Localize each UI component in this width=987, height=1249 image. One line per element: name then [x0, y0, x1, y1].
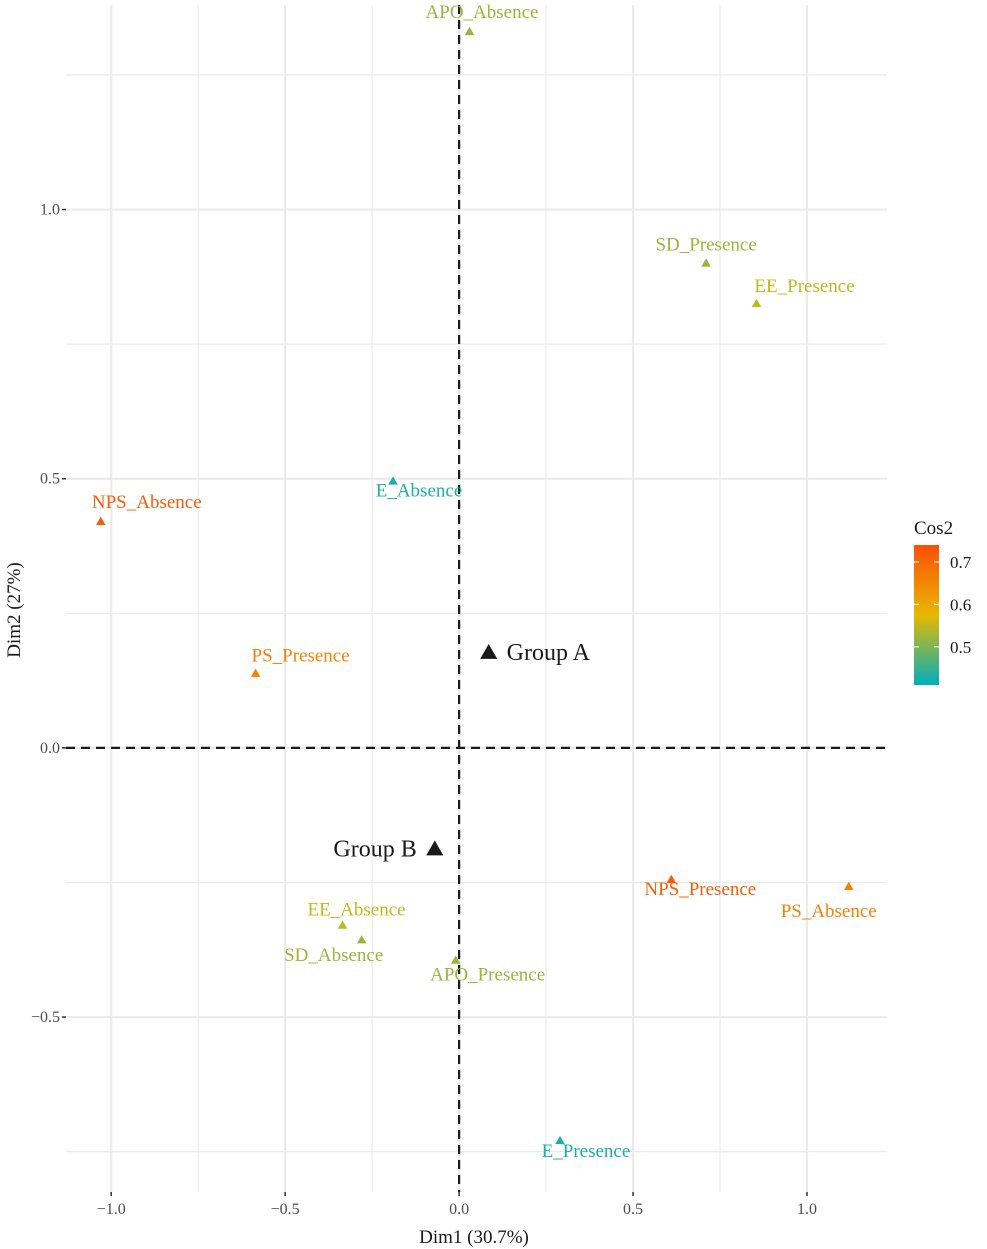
plot-panel: [66, 5, 887, 1192]
y-tick-label: 0.5: [40, 471, 60, 488]
group-marker-group-a: [480, 643, 498, 659]
x-axis-ticks: −1.0 −0.5 0.0 0.5 1.0: [97, 1192, 817, 1218]
point-marker-apo-presence: [450, 955, 461, 964]
point-label-apo-presence: APO_Presence: [430, 965, 545, 986]
x-tick-label: 0.5: [623, 1201, 643, 1218]
point-marker-nps-absence: [96, 516, 106, 526]
point-marker-sd-presence: [701, 258, 711, 267]
point-marker-ee-absence: [337, 920, 348, 929]
point-label-nps-presence: NPS_Presence: [644, 879, 756, 900]
colorbar-legend: Cos2 0.5 0.6 0.7: [914, 518, 972, 685]
group-marker-group-b: [426, 840, 444, 856]
group-centroids: Group A Group B: [333, 640, 590, 862]
point-label-ee-absence: EE_Absence: [307, 900, 405, 921]
point-label-e-presence: E_Presence: [542, 1141, 631, 1162]
point-marker-sd-absence: [356, 935, 367, 944]
point-marker-e-absence: [388, 476, 398, 485]
colorbar-gradient: [914, 545, 939, 685]
group-label-group-a: Group A: [507, 640, 591, 666]
x-tick-label: 0.0: [449, 1201, 469, 1218]
point-marker-ee-presence: [751, 298, 762, 308]
y-tick-label: 0.0: [40, 740, 60, 757]
point-marker-apo-absence: [464, 26, 475, 36]
point-label-nps-absence: NPS_Absence: [92, 492, 202, 513]
point-label-ps-absence: PS_Absence: [781, 901, 877, 922]
point-marker-ps-presence: [250, 668, 261, 677]
y-axis-title: Dim2 (27%): [4, 562, 25, 658]
point-marker-ps-absence: [843, 881, 854, 891]
colorbar-tick-label: 0.5: [950, 638, 971, 657]
y-tick-label: −0.5: [31, 1009, 60, 1026]
point-labels: APO_Absence SD_Presence EE_Presence E_Absen…: [92, 2, 877, 1162]
panel-background: [66, 5, 887, 1192]
x-tick-label: 1.0: [797, 1201, 817, 1218]
group-label-group-b: Group B: [333, 836, 416, 862]
colorbar-tick-label: 0.6: [950, 595, 971, 614]
y-axis-ticks: −0.5 0.0 0.5 1.0: [31, 202, 66, 1026]
x-tick-label: −1.0: [97, 1201, 126, 1218]
y-tick-label: 1.0: [40, 202, 60, 219]
point-marker-e-presence: [555, 1135, 565, 1145]
x-axis-title: Dim1 (30.7%): [419, 1227, 529, 1248]
x-tick-label: −0.5: [271, 1201, 300, 1218]
point-label-ee-presence: EE_Presence: [754, 276, 854, 297]
point-label-sd-presence: SD_Presence: [655, 234, 756, 255]
point-label-ps-presence: PS_Presence: [252, 646, 350, 667]
point-markers: [96, 26, 854, 1145]
reference-lines: [66, 5, 887, 1192]
colorbar-tick-label: 0.7: [950, 553, 972, 572]
point-marker-nps-presence: [666, 874, 677, 884]
colorbar-title: Cos2: [914, 518, 953, 539]
point-label-e-absence: E_Absence: [376, 480, 463, 501]
colorbar-ticks: 0.5 0.6 0.7: [914, 553, 972, 657]
point-label-apo-absence: APO_Absence: [426, 2, 539, 23]
point-label-sd-absence: SD_Absence: [284, 945, 383, 966]
